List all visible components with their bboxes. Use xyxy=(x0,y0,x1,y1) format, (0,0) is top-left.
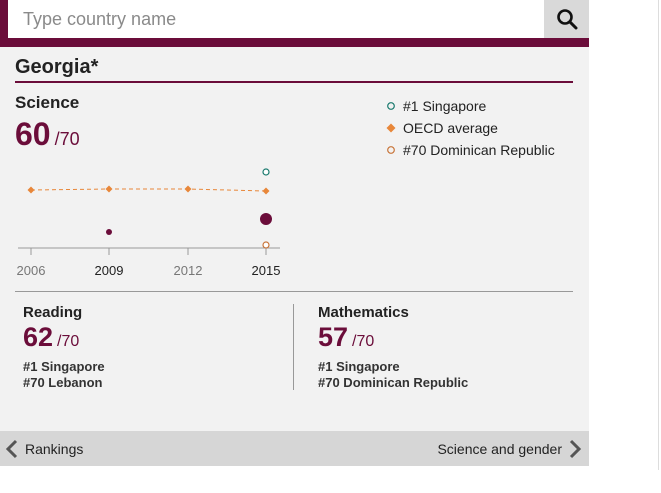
section-divider xyxy=(15,291,573,292)
search-button[interactable] xyxy=(544,0,589,38)
page-edge xyxy=(658,0,659,470)
diamond-icon xyxy=(386,123,396,133)
legend-label-bottom: #70 Dominican Republic xyxy=(403,142,555,158)
reading-rank-top: #1 Singapore xyxy=(23,359,105,374)
math-rank-bottom: #70 Dominican Republic xyxy=(318,375,469,390)
title-divider xyxy=(15,81,573,83)
panel-divider xyxy=(293,304,294,390)
reading-title: Reading xyxy=(23,304,83,321)
math-rank-top: #1 Singapore xyxy=(318,359,400,374)
search-box xyxy=(8,0,589,38)
x-tick-label: 2009 xyxy=(95,263,124,278)
oecd-point xyxy=(27,186,35,194)
legend-label-oecd: OECD average xyxy=(403,120,498,136)
search-icon xyxy=(556,9,577,30)
legend-item-top: #1 Singapore xyxy=(386,95,555,117)
chevron-left-icon xyxy=(5,439,18,458)
x-tick-label: 2006 xyxy=(17,263,46,278)
legend-label-top: #1 Singapore xyxy=(403,98,487,114)
prev-link[interactable]: Rankings xyxy=(4,431,83,466)
x-tick-label: 2015 xyxy=(252,263,281,278)
main-score-value: 60 xyxy=(15,116,51,152)
reading-score-value: 62 xyxy=(23,322,54,352)
footer-nav: Rankings Science and gender xyxy=(0,431,589,466)
next-link[interactable]: Science and gender xyxy=(437,431,583,466)
next-link-label: Science and gender xyxy=(437,440,562,457)
top-country-point xyxy=(262,168,270,176)
country-profile-widget: Georgia* Science 60/70 #1 Singapore OECD… xyxy=(0,0,589,466)
legend-item-bottom: #70 Dominican Republic xyxy=(386,139,555,161)
main-score: 60/70 xyxy=(15,116,80,153)
legend-item-oecd: OECD average xyxy=(386,117,555,139)
bottom-country-point xyxy=(262,241,270,249)
search-input[interactable] xyxy=(8,0,535,38)
reading-score: 62/70 xyxy=(23,322,79,353)
subject-title: Science xyxy=(15,93,80,112)
math-title: Mathematics xyxy=(318,304,409,321)
oecd-average-line xyxy=(30,188,267,192)
math-score-total: /70 xyxy=(352,333,375,350)
country-point-2015 xyxy=(260,213,272,225)
oecd-point xyxy=(184,185,192,193)
math-score: 57/70 xyxy=(318,322,374,353)
header-bar xyxy=(0,0,589,47)
country-title: Georgia* xyxy=(15,56,99,78)
chevron-right-icon xyxy=(569,439,582,458)
country-point-2009 xyxy=(106,229,112,235)
main-score-total: /70 xyxy=(54,129,80,149)
oecd-point xyxy=(262,187,270,195)
reading-rank-bottom: #70 Lebanon xyxy=(23,375,103,390)
prev-link-label: Rankings xyxy=(25,440,84,457)
oecd-point xyxy=(105,185,113,193)
x-tick-label: 2012 xyxy=(174,263,203,278)
math-score-value: 57 xyxy=(318,322,349,352)
reading-score-total: /70 xyxy=(57,333,80,350)
chart-legend: #1 Singapore OECD average #70 Dominican … xyxy=(386,95,555,161)
open-circle-icon xyxy=(387,146,395,154)
trend-chart: 2006 2009 2012 2015 xyxy=(17,168,281,278)
open-circle-icon xyxy=(387,102,395,110)
